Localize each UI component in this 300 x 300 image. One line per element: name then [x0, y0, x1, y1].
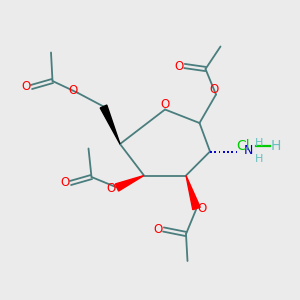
Polygon shape: [186, 176, 200, 210]
Text: O: O: [175, 59, 184, 73]
Text: H: H: [255, 137, 264, 148]
Text: O: O: [68, 83, 77, 97]
Text: Cl: Cl: [236, 139, 250, 152]
Text: O: O: [106, 182, 116, 196]
Text: N: N: [244, 143, 253, 157]
Polygon shape: [100, 105, 120, 144]
Text: H: H: [255, 154, 264, 164]
Text: O: O: [22, 80, 31, 94]
Text: H: H: [271, 139, 281, 152]
Text: O: O: [210, 82, 219, 96]
Text: O: O: [61, 176, 70, 190]
Text: O: O: [154, 223, 163, 236]
Text: O: O: [197, 202, 206, 215]
Polygon shape: [116, 176, 144, 191]
Text: O: O: [160, 98, 169, 111]
